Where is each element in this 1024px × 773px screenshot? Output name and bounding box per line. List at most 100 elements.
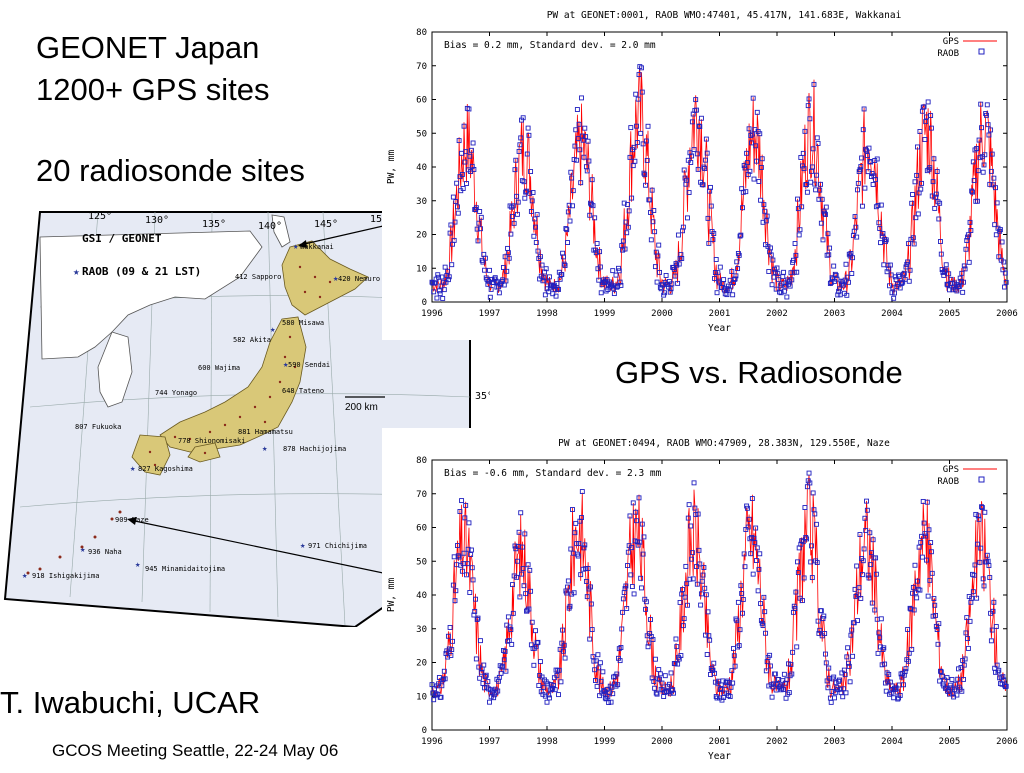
- raob-point: [619, 243, 625, 249]
- raob-point: [514, 211, 520, 217]
- raob-point: [938, 668, 943, 674]
- raob-point: [485, 281, 491, 287]
- raob-point: [583, 566, 589, 572]
- raob-point: [965, 636, 971, 642]
- raob-point: [928, 113, 934, 119]
- raob-point: [623, 583, 629, 589]
- raob-point: [533, 240, 539, 245]
- raob-point: [766, 683, 772, 689]
- raob-point: [952, 681, 958, 687]
- raob-point: [786, 661, 791, 667]
- raob-point: [622, 246, 628, 252]
- raob-point: [541, 275, 547, 281]
- raob-point: [869, 174, 874, 180]
- raob-point: [902, 669, 908, 675]
- raob-point: [909, 200, 915, 206]
- raob-point: [466, 106, 472, 112]
- raob-point: [754, 558, 759, 563]
- raob-point: [758, 197, 764, 203]
- raob-point: [564, 590, 570, 596]
- meeting-label: GCOS Meeting Seattle, 22-24 May 06: [52, 741, 339, 760]
- raob-point: [974, 541, 980, 547]
- raob-point: [903, 264, 909, 270]
- raob-point: [912, 562, 918, 568]
- raob-point: [866, 145, 872, 151]
- raob-point: [832, 690, 838, 696]
- raob-point: [801, 166, 807, 171]
- raob-point: [917, 129, 923, 134]
- raob-point: [935, 641, 941, 647]
- raob-point: [738, 232, 744, 238]
- raob-point: [478, 638, 483, 644]
- raob-point: [654, 279, 660, 285]
- raob-point: [889, 290, 895, 296]
- raob-point: [714, 695, 720, 701]
- raob-point: [911, 607, 917, 613]
- raob-point: [809, 575, 815, 581]
- raob-point: [445, 633, 451, 639]
- raob-point: [500, 277, 506, 283]
- raob-point: [996, 254, 1002, 260]
- pw-chart-svg: PW at GEONET:0001, RAOB WMO:47401, 45.41…: [386, 10, 1018, 334]
- raob-point: [961, 263, 967, 269]
- raob-point: [911, 241, 917, 247]
- raob-point: [910, 590, 915, 596]
- raob-point: [605, 694, 611, 700]
- raob-point: [809, 543, 814, 549]
- raob-point: [854, 234, 860, 240]
- arrowhead: [298, 240, 307, 248]
- raob-point: [715, 270, 721, 276]
- raob-point: [798, 155, 804, 160]
- raob-point: [957, 275, 963, 281]
- raob-point: [938, 251, 944, 257]
- raob-point: [669, 281, 675, 287]
- raob-point: [470, 577, 476, 583]
- raob-point: [729, 668, 735, 674]
- raob-point: [625, 224, 631, 230]
- raob-point: [707, 637, 713, 643]
- raob-point: [1001, 259, 1007, 265]
- raob-point: [597, 660, 603, 666]
- hokkaido: [281, 240, 369, 316]
- raob-point: [856, 585, 862, 591]
- raob-point: [700, 182, 706, 188]
- raob-point: [783, 695, 789, 701]
- x-tick-label: 2003: [824, 309, 846, 319]
- raob-point: [809, 168, 814, 174]
- raob-point: [778, 687, 784, 693]
- raob-point: [511, 220, 517, 226]
- raob-point: [925, 99, 931, 105]
- raob-point: [537, 659, 543, 665]
- raob-point: [445, 268, 451, 274]
- raob-point: [891, 695, 897, 701]
- pw-chart-svg: PW at GEONET:0494, RAOB WMO:47909, 28.38…: [386, 438, 1018, 762]
- raob-point: [787, 283, 793, 289]
- y-tick-label: 0: [422, 726, 427, 736]
- raob-point: [855, 592, 861, 598]
- raob-point: [1002, 270, 1008, 276]
- raob-point: [501, 265, 506, 270]
- raob-point: [944, 675, 950, 681]
- raob-point: [857, 167, 863, 173]
- raob-point: [958, 278, 964, 284]
- raob-point: [539, 262, 545, 268]
- raob-point: [745, 524, 751, 530]
- lon-label: 140°: [258, 221, 282, 232]
- raob-point: [733, 273, 739, 279]
- station-label: 412 Sapporo: [235, 273, 281, 281]
- raob-point: [913, 215, 919, 221]
- raob-point: [680, 623, 686, 629]
- raob-point: [732, 663, 738, 669]
- raob-point: [962, 266, 968, 272]
- raob-point: [853, 224, 859, 230]
- raob-point: [623, 219, 629, 225]
- raob-point: [800, 539, 806, 545]
- raob-point: [533, 224, 538, 230]
- raob-point: [590, 203, 596, 209]
- raob-point: [795, 559, 800, 565]
- raob-point: [525, 562, 531, 568]
- raob-point: [846, 663, 852, 669]
- raob-point: [560, 627, 566, 633]
- raob-point: [806, 470, 812, 476]
- raob-point: [789, 671, 795, 677]
